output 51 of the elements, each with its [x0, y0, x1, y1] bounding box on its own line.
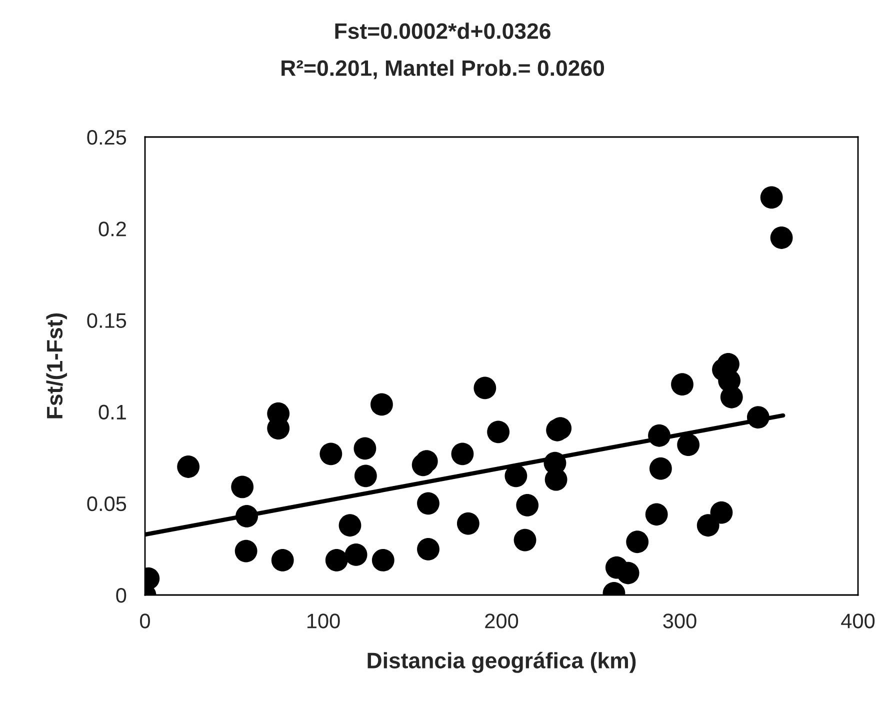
- y-tick-label: 0.15: [87, 313, 126, 328]
- y-axis-title: Fst/(1-Fst): [46, 313, 67, 418]
- y-tick-label: 0.2: [98, 222, 126, 236]
- y-tick-label: 0: [116, 588, 126, 603]
- x-tick-label: 300: [663, 614, 696, 628]
- x-tick-label: 400: [841, 614, 875, 628]
- y-tick-label: 0.25: [87, 130, 126, 145]
- y-tick-label: 0.1: [98, 404, 126, 420]
- chart-subtitle: R²=0.201, Mantel Prob.= 0.0260: [282, 60, 604, 80]
- point: [354, 464, 377, 488]
- point: [677, 434, 700, 456]
- x-tick-label: 100: [307, 614, 340, 628]
- point: [720, 386, 743, 408]
- point: [417, 538, 440, 560]
- x-tick-label: 200: [485, 614, 518, 628]
- point: [760, 186, 783, 209]
- point: [415, 450, 438, 472]
- point: [746, 406, 770, 428]
- point: [504, 464, 528, 488]
- point: [616, 562, 640, 584]
- point: [344, 544, 368, 566]
- point: [325, 548, 348, 572]
- point: [474, 376, 496, 400]
- point: [487, 420, 510, 444]
- point: [456, 512, 480, 535]
- point: [338, 514, 362, 537]
- x-tick-label: 0: [140, 614, 150, 628]
- point: [710, 501, 733, 524]
- point: [231, 476, 254, 498]
- point: [696, 514, 720, 537]
- point: [645, 503, 668, 526]
- point: [514, 528, 536, 552]
- point: [370, 393, 393, 416]
- point: [770, 226, 793, 249]
- point: [671, 373, 694, 396]
- point: [271, 548, 294, 572]
- point: [177, 456, 200, 478]
- point: [516, 494, 539, 516]
- x-axis-title: Distancia geográfica (km): [368, 652, 636, 673]
- point: [320, 442, 342, 466]
- point: [451, 442, 474, 466]
- point: [649, 457, 672, 480]
- point: [417, 492, 440, 515]
- y-tick-label: 0.05: [87, 496, 126, 512]
- point: [648, 424, 670, 447]
- point: [234, 540, 258, 562]
- chart-title: Fst=0.0002*d+0.0326: [335, 22, 550, 39]
- point: [626, 530, 649, 554]
- point: [372, 548, 394, 572]
- point: [354, 437, 376, 460]
- point: [236, 505, 258, 528]
